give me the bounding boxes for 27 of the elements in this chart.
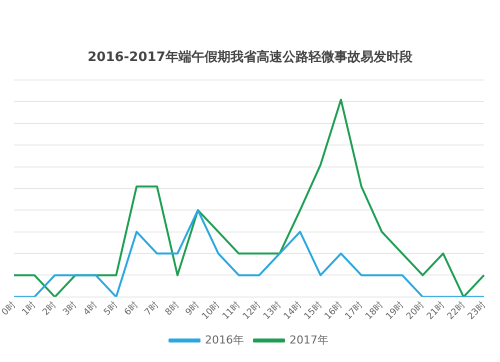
x-tick-label: 15时	[302, 300, 324, 322]
x-tick-label: 3时	[60, 300, 80, 318]
x-tick-label: 14时	[282, 300, 304, 322]
x-tick-label: 1时	[20, 300, 38, 318]
legend-label: 2017年	[290, 333, 328, 346]
chart-title: 2016-2017年端午假期我省高速公路轻微事故易发时段	[86, 48, 414, 66]
x-tick-label: 12时	[240, 300, 263, 322]
x-tick-label: 22时	[445, 300, 468, 322]
x-tick-label: 23时	[466, 300, 488, 322]
x-tick-label: 0时	[0, 300, 18, 318]
x-tick-label: 5时	[102, 300, 120, 318]
x-tick-label: 20时	[404, 300, 426, 322]
x-tick-label: 21时	[424, 300, 447, 322]
x-tick-label: 13时	[261, 300, 284, 322]
x-tick-label: 16时	[322, 300, 345, 322]
legend-label: 2016年	[205, 333, 244, 346]
x-tick-label: 17时	[342, 300, 366, 322]
x-tick-label: 6时	[122, 300, 140, 318]
x-tick-label: 8时	[163, 300, 182, 318]
x-tick-label: 4时	[81, 300, 100, 318]
x-tick-label: 18时	[363, 300, 386, 322]
x-tick-label: 2时	[40, 300, 59, 318]
x-tick-label: 10时	[200, 300, 222, 322]
x-tick-label: 19时	[384, 300, 406, 322]
x-tick-label: 11时	[220, 300, 243, 322]
x-tick-label: 7时	[142, 300, 161, 318]
x-tick-label: 9时	[183, 300, 202, 318]
